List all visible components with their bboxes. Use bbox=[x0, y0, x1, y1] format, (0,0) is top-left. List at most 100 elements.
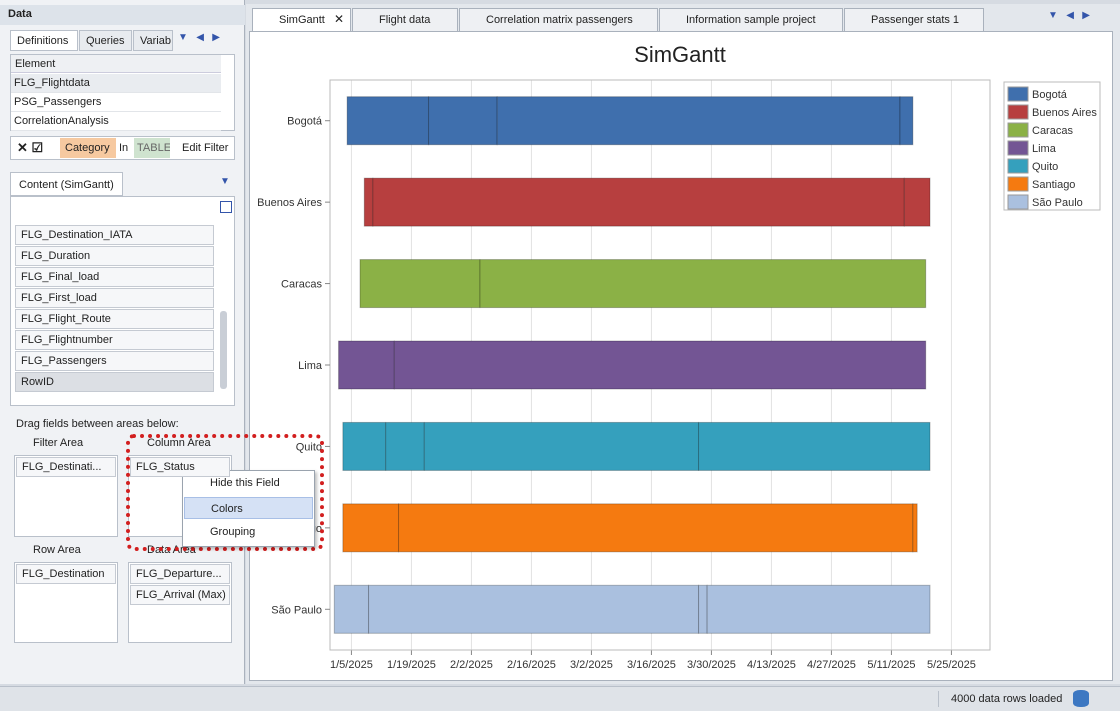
legend-label: Bogotá bbox=[1032, 89, 1068, 101]
field-item[interactable]: FLG_Destination_IATA bbox=[15, 225, 214, 245]
x-tick-label: 5/11/2025 bbox=[867, 659, 915, 671]
menu-item[interactable]: Hide this Field bbox=[210, 477, 280, 489]
tab[interactable]: Definitions bbox=[10, 30, 78, 51]
filter-table[interactable]: TABLE bbox=[134, 138, 170, 158]
area-title: Row Area bbox=[33, 544, 81, 556]
element-row[interactable]: PSG_Passengers bbox=[11, 93, 221, 112]
drag-hint: Drag fields between areas below: bbox=[16, 418, 179, 430]
x-tick-label: 4/27/2025 bbox=[807, 659, 856, 671]
filter-bar bbox=[10, 136, 235, 160]
document-tab[interactable]: Correlation matrix passengers bbox=[459, 8, 658, 31]
close-tab[interactable]: ✕ bbox=[334, 12, 345, 26]
gantt-segment bbox=[698, 421, 931, 471]
field-item[interactable]: FLG_Flight_Route bbox=[15, 309, 214, 329]
chart-title: SimGantt bbox=[634, 42, 726, 67]
x-tick-label: 5/25/2025 bbox=[927, 659, 976, 671]
gantt-segment bbox=[342, 503, 400, 553]
x-tick-label: 2/16/2025 bbox=[507, 659, 556, 671]
gantt-segment bbox=[338, 340, 395, 390]
legend-label: Buenos Aires bbox=[1032, 107, 1097, 119]
y-tick-label: São Paulo bbox=[271, 604, 322, 616]
layout-icon[interactable] bbox=[220, 201, 232, 213]
area-title: Column Area bbox=[147, 437, 211, 449]
gantt-segment bbox=[346, 96, 430, 146]
document-tab[interactable]: Flight data bbox=[352, 8, 458, 31]
document-tab[interactable]: Passenger stats 1 bbox=[844, 8, 984, 31]
gantt-segment bbox=[428, 96, 498, 146]
gantt-segment bbox=[333, 584, 370, 634]
y-tick-label: Bogotá bbox=[287, 116, 323, 128]
tab[interactable]: Queries bbox=[79, 30, 132, 51]
gantt-chart: SimGantt 1/5/2025 1/19/2025 2/2/2025 2/16/20… bbox=[257, 42, 1101, 671]
field-item[interactable]: RowID bbox=[15, 372, 214, 392]
x-tick-label: 4/13/2025 bbox=[747, 659, 796, 671]
gantt-segment bbox=[912, 503, 918, 553]
dropdown[interactable]: ▼ bbox=[220, 176, 230, 187]
gantt-segment bbox=[342, 421, 387, 471]
area-title: Filter Area bbox=[33, 437, 84, 449]
document-tab[interactable]: Information sample project bbox=[659, 8, 843, 31]
field-item[interactable]: FLG_First_load bbox=[15, 288, 214, 308]
gantt-segment bbox=[479, 259, 927, 309]
area-field[interactable]: FLG_Destinati... bbox=[16, 457, 116, 477]
gantt-segment bbox=[698, 584, 708, 634]
area-field[interactable]: FLG_Arrival (Max) bbox=[130, 585, 230, 605]
legend-label: Quito bbox=[1032, 161, 1058, 173]
y-tick-label: Buenos Aires bbox=[257, 197, 322, 209]
gantt-segment bbox=[398, 503, 914, 553]
status-text: 4000 data rows loaded bbox=[938, 691, 1068, 707]
gantt-segment bbox=[903, 177, 931, 227]
filter-edit[interactable]: Edit Filter bbox=[182, 142, 229, 154]
gantt-segment bbox=[368, 584, 700, 634]
tab-arrows[interactable]: ▼ ◀ ▶ bbox=[178, 32, 220, 43]
menu-item[interactable]: Colors bbox=[184, 496, 313, 519]
x-tick-label: 3/30/2025 bbox=[687, 659, 736, 671]
panel-title: Data bbox=[0, 5, 245, 25]
y-tick-label: Caracas bbox=[281, 279, 322, 291]
gantt-segment bbox=[359, 259, 481, 309]
x-tick-label: 1/19/2025 bbox=[387, 659, 436, 671]
filter-category[interactable]: Category bbox=[60, 138, 116, 158]
x-tick-label: 2/2/2025 bbox=[450, 659, 493, 671]
field-item[interactable]: FLG_Duration bbox=[15, 246, 214, 266]
legend-swatch bbox=[1007, 104, 1029, 120]
area-field[interactable]: FLG_Departure... bbox=[130, 564, 230, 584]
legend-swatch bbox=[1007, 158, 1029, 174]
scrollbar[interactable] bbox=[220, 311, 227, 389]
legend-label: Caracas bbox=[1032, 125, 1073, 137]
legend-label: Santiago bbox=[1032, 179, 1075, 191]
filter-op: In bbox=[119, 142, 129, 154]
status-bar bbox=[0, 686, 1120, 711]
tab-arrows[interactable]: ▼ ◀ ▶ bbox=[1048, 10, 1090, 21]
element-row[interactable]: FLG_Flightdata bbox=[11, 74, 221, 93]
legend-label: Lima bbox=[1032, 143, 1057, 155]
gantt-segment bbox=[393, 340, 927, 390]
document-tab[interactable]: SimGantt bbox=[252, 8, 351, 31]
field-item[interactable]: FLG_Final_load bbox=[15, 267, 214, 287]
legend-label: São Paulo bbox=[1032, 197, 1083, 209]
gantt-segment bbox=[706, 584, 931, 634]
content-tab[interactable]: Content (SimGantt) bbox=[10, 172, 123, 196]
y-tick-label: Quito bbox=[296, 441, 322, 453]
filter-icons[interactable]: ✕ ☑ bbox=[17, 140, 44, 155]
area-field[interactable]: FLG_Destination bbox=[16, 564, 116, 584]
legend-swatch bbox=[1007, 140, 1029, 156]
gantt-segment bbox=[899, 96, 914, 146]
tab[interactable]: Variab bbox=[133, 30, 173, 51]
gantt-segment bbox=[423, 421, 700, 471]
gantt-segment bbox=[363, 177, 374, 227]
field-item[interactable]: FLG_Flightnumber bbox=[15, 330, 214, 350]
legend-swatch bbox=[1007, 86, 1029, 102]
field-item[interactable]: FLG_Passengers bbox=[15, 351, 214, 371]
gantt-segment bbox=[496, 96, 901, 146]
legend-swatch bbox=[1007, 176, 1029, 192]
x-tick-label: 1/5/2025 bbox=[330, 659, 373, 671]
menu-item[interactable]: Grouping bbox=[210, 526, 256, 538]
database-icon bbox=[1073, 690, 1089, 707]
y-tick-label: Lima bbox=[298, 360, 323, 372]
legend-swatch bbox=[1007, 194, 1029, 210]
element-row[interactable]: CorrelationAnalysis bbox=[11, 112, 221, 131]
legend-swatch bbox=[1007, 122, 1029, 138]
area-field[interactable]: FLG_Status bbox=[130, 457, 230, 477]
